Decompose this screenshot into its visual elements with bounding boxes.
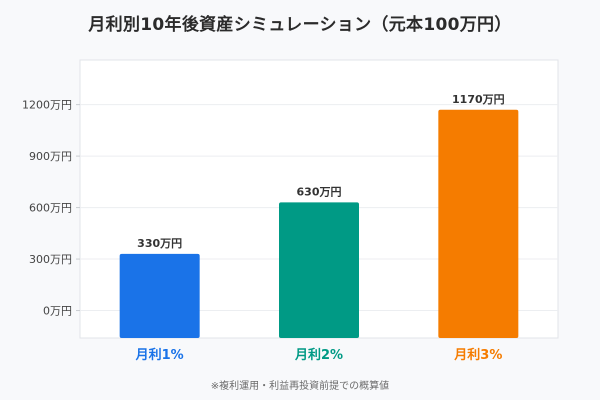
y-tick-label: 0万円 bbox=[43, 305, 72, 318]
bar bbox=[438, 109, 519, 338]
x-tick-label: 月利1% bbox=[135, 347, 184, 363]
data-label: 1170万円 bbox=[452, 93, 505, 106]
footnote: ※複利運用・利益再投資前提での概算値 bbox=[210, 381, 390, 392]
bar bbox=[279, 202, 359, 338]
y-tick-label: 600万円 bbox=[29, 202, 72, 215]
bar bbox=[119, 253, 200, 338]
y-tick-label: 900万円 bbox=[29, 150, 72, 163]
bars: 330万円 630万円 1170万円 bbox=[119, 93, 519, 338]
chart-title: 月利別10年後資産シミュレーション（元本100万円） bbox=[88, 15, 512, 35]
y-tick-label: 300万円 bbox=[29, 253, 72, 266]
data-label: 630万円 bbox=[297, 185, 342, 198]
y-tick-label: 1200万円 bbox=[22, 99, 72, 112]
x-tick-label: 月利3% bbox=[453, 347, 502, 363]
x-tick-label: 月利2% bbox=[294, 347, 343, 363]
y-axis: 0万円 300万円 600万円 900万円 1200万円 bbox=[22, 99, 80, 318]
data-label: 330万円 bbox=[137, 237, 182, 250]
x-axis: 月利1% 月利2% 月利3% bbox=[135, 347, 503, 363]
